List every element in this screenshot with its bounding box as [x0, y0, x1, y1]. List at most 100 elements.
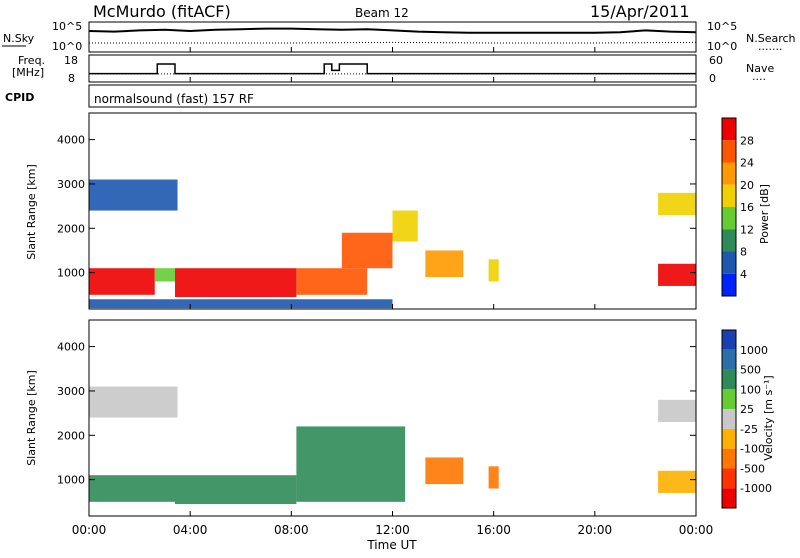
power-cells-cell-10 — [89, 179, 178, 211]
vel-cells-cell-6 — [89, 386, 178, 418]
colorbar-tick-label: -100 — [740, 443, 765, 456]
y-tick-label: 1000 — [57, 267, 85, 280]
colorbar-segment — [722, 409, 736, 429]
freq-series-line — [89, 63, 696, 75]
y-tick-label: 2000 — [57, 222, 85, 235]
noise-left-tick-high: 10^5 — [52, 20, 82, 33]
power-colorbar: 4 8 12 16 20 24 28 — [721, 117, 754, 297]
velocity-panel: 1000 2000 3000 4000 Slant Range [km] 1000 50… — [25, 319, 775, 517]
power-colorbar-label: Power [dB] — [758, 184, 771, 244]
y-tick-label: 4000 — [57, 341, 85, 354]
y-tick-label: 1000 — [57, 474, 85, 487]
vel-cells-cell-2 — [296, 426, 406, 502]
power-data-cells — [89, 179, 696, 309]
power-cells-cell-11 — [89, 299, 393, 309]
colorbar-segment — [722, 251, 736, 274]
time-tick-label: 20:00 — [578, 523, 613, 537]
power-cells-cell-7 — [488, 259, 499, 282]
cpid-label: CPID — [5, 91, 34, 104]
noise-panel: N.Sky 10^5 10^0 10^5 10^0 N.Search .....… — [2, 20, 796, 53]
freq-tick-low: 8 — [68, 72, 75, 85]
noise-right-tick-high: 10^5 — [707, 20, 737, 33]
vel-cells-cell-4 — [488, 466, 499, 489]
power-cells-cell-1 — [154, 268, 175, 282]
vel-cells-cell-3 — [425, 457, 464, 485]
nsky-series-line — [88, 27, 697, 34]
power-cells-cell-9 — [658, 192, 696, 215]
y-tick-label: 3000 — [57, 385, 85, 398]
colorbar-segment — [722, 273, 736, 296]
colorbar-segment — [722, 162, 736, 185]
nave-tick-high: 60 — [709, 54, 723, 67]
vel-cells-cell-5 — [658, 470, 696, 493]
y-tick-label: 2000 — [57, 429, 85, 442]
time-tick-label: 16:00 — [476, 523, 511, 537]
colorbar-tick-label: 20 — [740, 179, 754, 192]
power-y-ticks: 1000 2000 3000 4000 — [57, 134, 696, 280]
colorbar-tick-label: 8 — [740, 246, 747, 259]
nsearch-series-line — [89, 41, 697, 44]
colorbar-tick-label: -1000 — [740, 482, 772, 495]
cpid-frame — [88, 84, 697, 108]
colorbar-tick-label: 1000 — [740, 344, 768, 357]
colorbar-segment — [722, 448, 736, 469]
colorbar-segment — [722, 468, 736, 489]
vel-cells-cell-1 — [174, 475, 297, 505]
power-cells-cell-6 — [425, 250, 464, 278]
cpid-panel: CPID normalsound (fast) 157 RF — [5, 84, 697, 108]
colorbar-tick-label: 500 — [740, 364, 761, 377]
time-tick-label: 00:00 — [72, 523, 107, 537]
nsearch-label: N.Search — [746, 32, 796, 45]
colorbar-frame — [721, 329, 737, 509]
colorbar-tick-label: 100 — [740, 383, 761, 396]
colorbar-segment — [722, 488, 736, 508]
colorbar-segment — [722, 229, 736, 252]
colorbar-tick-label: -500 — [740, 462, 765, 475]
vel-cells-cell-7 — [658, 399, 696, 422]
colorbar-segment — [722, 428, 736, 449]
time-axis-label: Time UT — [366, 538, 417, 552]
time-tick-label: 08:00 — [274, 523, 309, 537]
noise-left-tick-low: 10^0 — [52, 40, 82, 53]
power-ylabel: Slant Range [km] — [25, 164, 38, 260]
power-panel: 1000 2000 3000 4000 Slant Range [km] 4 8 12 16… — [25, 112, 771, 310]
y-tick-label: 3000 — [57, 178, 85, 191]
colorbar-frame — [721, 117, 737, 297]
power-cells-cell-5 — [392, 210, 418, 242]
velocity-data-cells — [89, 386, 696, 505]
colorbar-segment — [722, 330, 736, 350]
nave-legend: .... — [752, 70, 766, 83]
colorbar-tick-label: 16 — [740, 201, 754, 214]
colorbar-segment — [722, 369, 736, 390]
freq-label: Freq. — [18, 54, 45, 67]
time-tick-label: 12:00 — [375, 523, 410, 537]
colorbar-tick-label: 25 — [740, 403, 754, 416]
colorbar-tick-label: 24 — [740, 157, 754, 170]
power-cells-cell-3 — [296, 268, 368, 295]
date-label: 15/Apr/2011 — [590, 2, 690, 21]
station-title: McMurdo (fitACF) — [93, 2, 231, 21]
time-axis-ticks: 00:00 04:00 08:00 12:00 16:00 20:00 00:00 — [72, 47, 714, 537]
nave-tick-low: 0 — [709, 72, 716, 85]
cpid-text: normalsound (fast) 157 RF — [94, 92, 254, 106]
freq-panel: Freq. [MHz] 18 8 60 0 Nave .... — [12, 54, 774, 85]
freq-tick-high: 18 — [64, 54, 78, 67]
colorbar-tick-label: 12 — [740, 223, 754, 236]
colorbar-segment — [722, 140, 736, 163]
power-cells-cell-2 — [174, 268, 297, 298]
beam-label: Beam 12 — [355, 6, 409, 20]
colorbar-tick-label: 4 — [740, 268, 747, 281]
noise-right-tick-low: 10^0 — [707, 40, 737, 53]
time-tick-label: 00:00 — [679, 523, 714, 537]
colorbar-segment — [722, 207, 736, 230]
colorbar-tick-label: 28 — [740, 134, 754, 147]
freq-unit-label: [MHz] — [12, 66, 44, 79]
colorbar-segment — [722, 118, 736, 141]
colorbar-segment — [722, 184, 736, 207]
power-cells-cell-4 — [341, 232, 393, 269]
velocity-colorbar-label: Velocity [m s⁻¹] — [762, 375, 775, 460]
power-cells-cell-8 — [658, 263, 696, 286]
nave-label: Nave — [746, 62, 774, 75]
velocity-ylabel: Slant Range [km] — [25, 370, 38, 466]
nsky-label: N.Sky — [3, 32, 35, 45]
